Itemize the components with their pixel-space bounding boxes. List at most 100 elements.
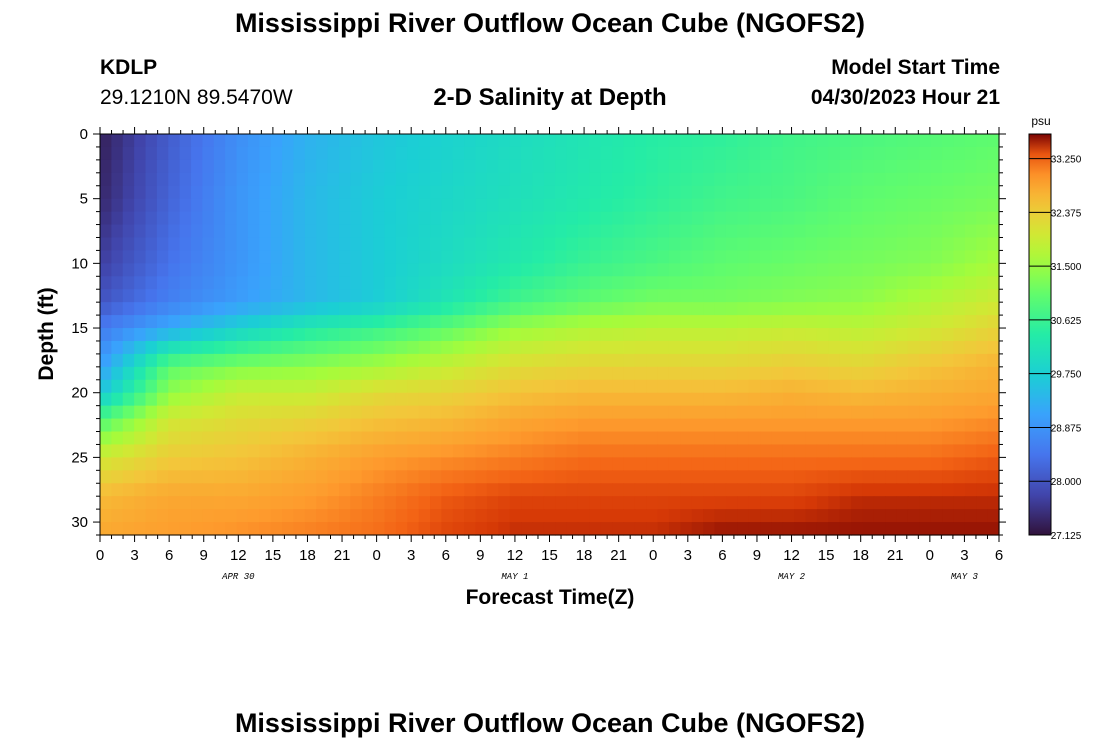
- heatmap-cell: [179, 328, 192, 342]
- heatmap-cell: [816, 146, 829, 161]
- heatmap-cell: [464, 483, 477, 497]
- model-start-label: Model Start Time: [831, 56, 1000, 79]
- heatmap-cell: [111, 457, 124, 471]
- heatmap-cell: [464, 263, 477, 277]
- heatmap-cell: [350, 483, 363, 497]
- heatmap-cell: [282, 483, 295, 497]
- heatmap-cell: [395, 353, 408, 368]
- heatmap-cell: [714, 470, 727, 484]
- heatmap-cell: [247, 250, 260, 264]
- heatmap-cell: [259, 302, 272, 316]
- heatmap-cell: [486, 431, 499, 446]
- heatmap-cell: [509, 444, 522, 458]
- heatmap-cell: [942, 328, 955, 342]
- heatmap-cell: [964, 134, 977, 148]
- heatmap-cell: [134, 237, 147, 252]
- heatmap-cell: [498, 457, 511, 471]
- heatmap-cell: [225, 172, 238, 187]
- heatmap-cell: [805, 522, 818, 536]
- heatmap-cell: [680, 172, 693, 187]
- heatmap-cell: [145, 224, 158, 239]
- heatmap-cell: [907, 509, 920, 523]
- heatmap-cell: [623, 185, 636, 200]
- heatmap-cell: [646, 522, 659, 536]
- heatmap-cell: [896, 496, 909, 510]
- heatmap-cell: [782, 328, 795, 342]
- heatmap-cell: [498, 289, 511, 303]
- heatmap-cell: [430, 289, 442, 303]
- heatmap-cell: [509, 315, 522, 329]
- heatmap-cell: [896, 470, 909, 484]
- heatmap-cell: [509, 405, 522, 420]
- heatmap-cell: [771, 198, 784, 213]
- heatmap-cell: [919, 289, 932, 303]
- heatmap-cell: [168, 289, 181, 303]
- heatmap-cell: [361, 134, 374, 148]
- heatmap-cell: [327, 198, 340, 213]
- heatmap-cell: [270, 457, 283, 471]
- heatmap-cell: [668, 483, 681, 497]
- heatmap-cell: [794, 431, 807, 446]
- heatmap-cell: [634, 470, 647, 484]
- heatmap-cell: [191, 444, 204, 458]
- heatmap-cell: [191, 302, 204, 316]
- heatmap-cell: [179, 522, 192, 536]
- heatmap-cell: [851, 172, 864, 187]
- heatmap-cell: [828, 328, 841, 342]
- heatmap-cell: [202, 134, 215, 148]
- heatmap-cell: [486, 224, 499, 239]
- heatmap-cell: [623, 159, 636, 174]
- heatmap-cell: [259, 418, 272, 433]
- heatmap-cell: [156, 496, 169, 510]
- heatmap-cell: [384, 418, 397, 433]
- heatmap-cell: [213, 159, 226, 174]
- heatmap-cell: [862, 379, 875, 394]
- heatmap-cell: [680, 418, 693, 433]
- heatmap-cell: [395, 457, 408, 471]
- heatmap-cell: [919, 315, 932, 329]
- heatmap-cell: [953, 340, 966, 355]
- heatmap-cell: [486, 457, 499, 471]
- heatmap-cell: [828, 418, 841, 433]
- heatmap-cell: [828, 315, 841, 329]
- heatmap-cell: [885, 483, 898, 497]
- heatmap-cell: [771, 315, 784, 329]
- heatmap-cell: [600, 146, 613, 161]
- heatmap-cell: [839, 198, 852, 213]
- heatmap-cell: [862, 444, 875, 458]
- heatmap-cell: [350, 444, 363, 458]
- heatmap-cell: [816, 496, 829, 510]
- heatmap-cell: [350, 418, 363, 433]
- heatmap-cell: [464, 289, 477, 303]
- heatmap-cell: [680, 159, 693, 174]
- heatmap-cell: [930, 457, 943, 471]
- heatmap-cell: [327, 444, 340, 458]
- heatmap-cell: [896, 366, 909, 381]
- heatmap-cell: [452, 224, 465, 239]
- heatmap-cell: [521, 146, 534, 161]
- heatmap-cell: [270, 379, 283, 394]
- heatmap-cell: [373, 224, 386, 239]
- heatmap-cell: [430, 328, 442, 342]
- heatmap-cell: [555, 418, 568, 433]
- heatmap-cell: [122, 509, 135, 523]
- heatmap-cell: [430, 250, 442, 264]
- heatmap-cell: [464, 224, 477, 239]
- x-tick-label: 21: [334, 547, 351, 564]
- heatmap-cell: [589, 392, 602, 407]
- heatmap-cell: [725, 211, 738, 226]
- heatmap-cell: [839, 366, 852, 381]
- heatmap-cell: [486, 211, 499, 226]
- heatmap-cell: [976, 276, 989, 290]
- heatmap-cell: [589, 405, 602, 420]
- heatmap-cell: [168, 224, 181, 239]
- heatmap-cell: [737, 250, 750, 264]
- heatmap-cell: [338, 379, 351, 394]
- heatmap-cell: [873, 483, 886, 497]
- heatmap-cell: [896, 250, 909, 264]
- heatmap-cell: [873, 276, 886, 290]
- heatmap-cell: [771, 302, 784, 316]
- heatmap-cell: [782, 431, 795, 446]
- heatmap-cell: [282, 185, 295, 200]
- heatmap-cell: [338, 263, 351, 277]
